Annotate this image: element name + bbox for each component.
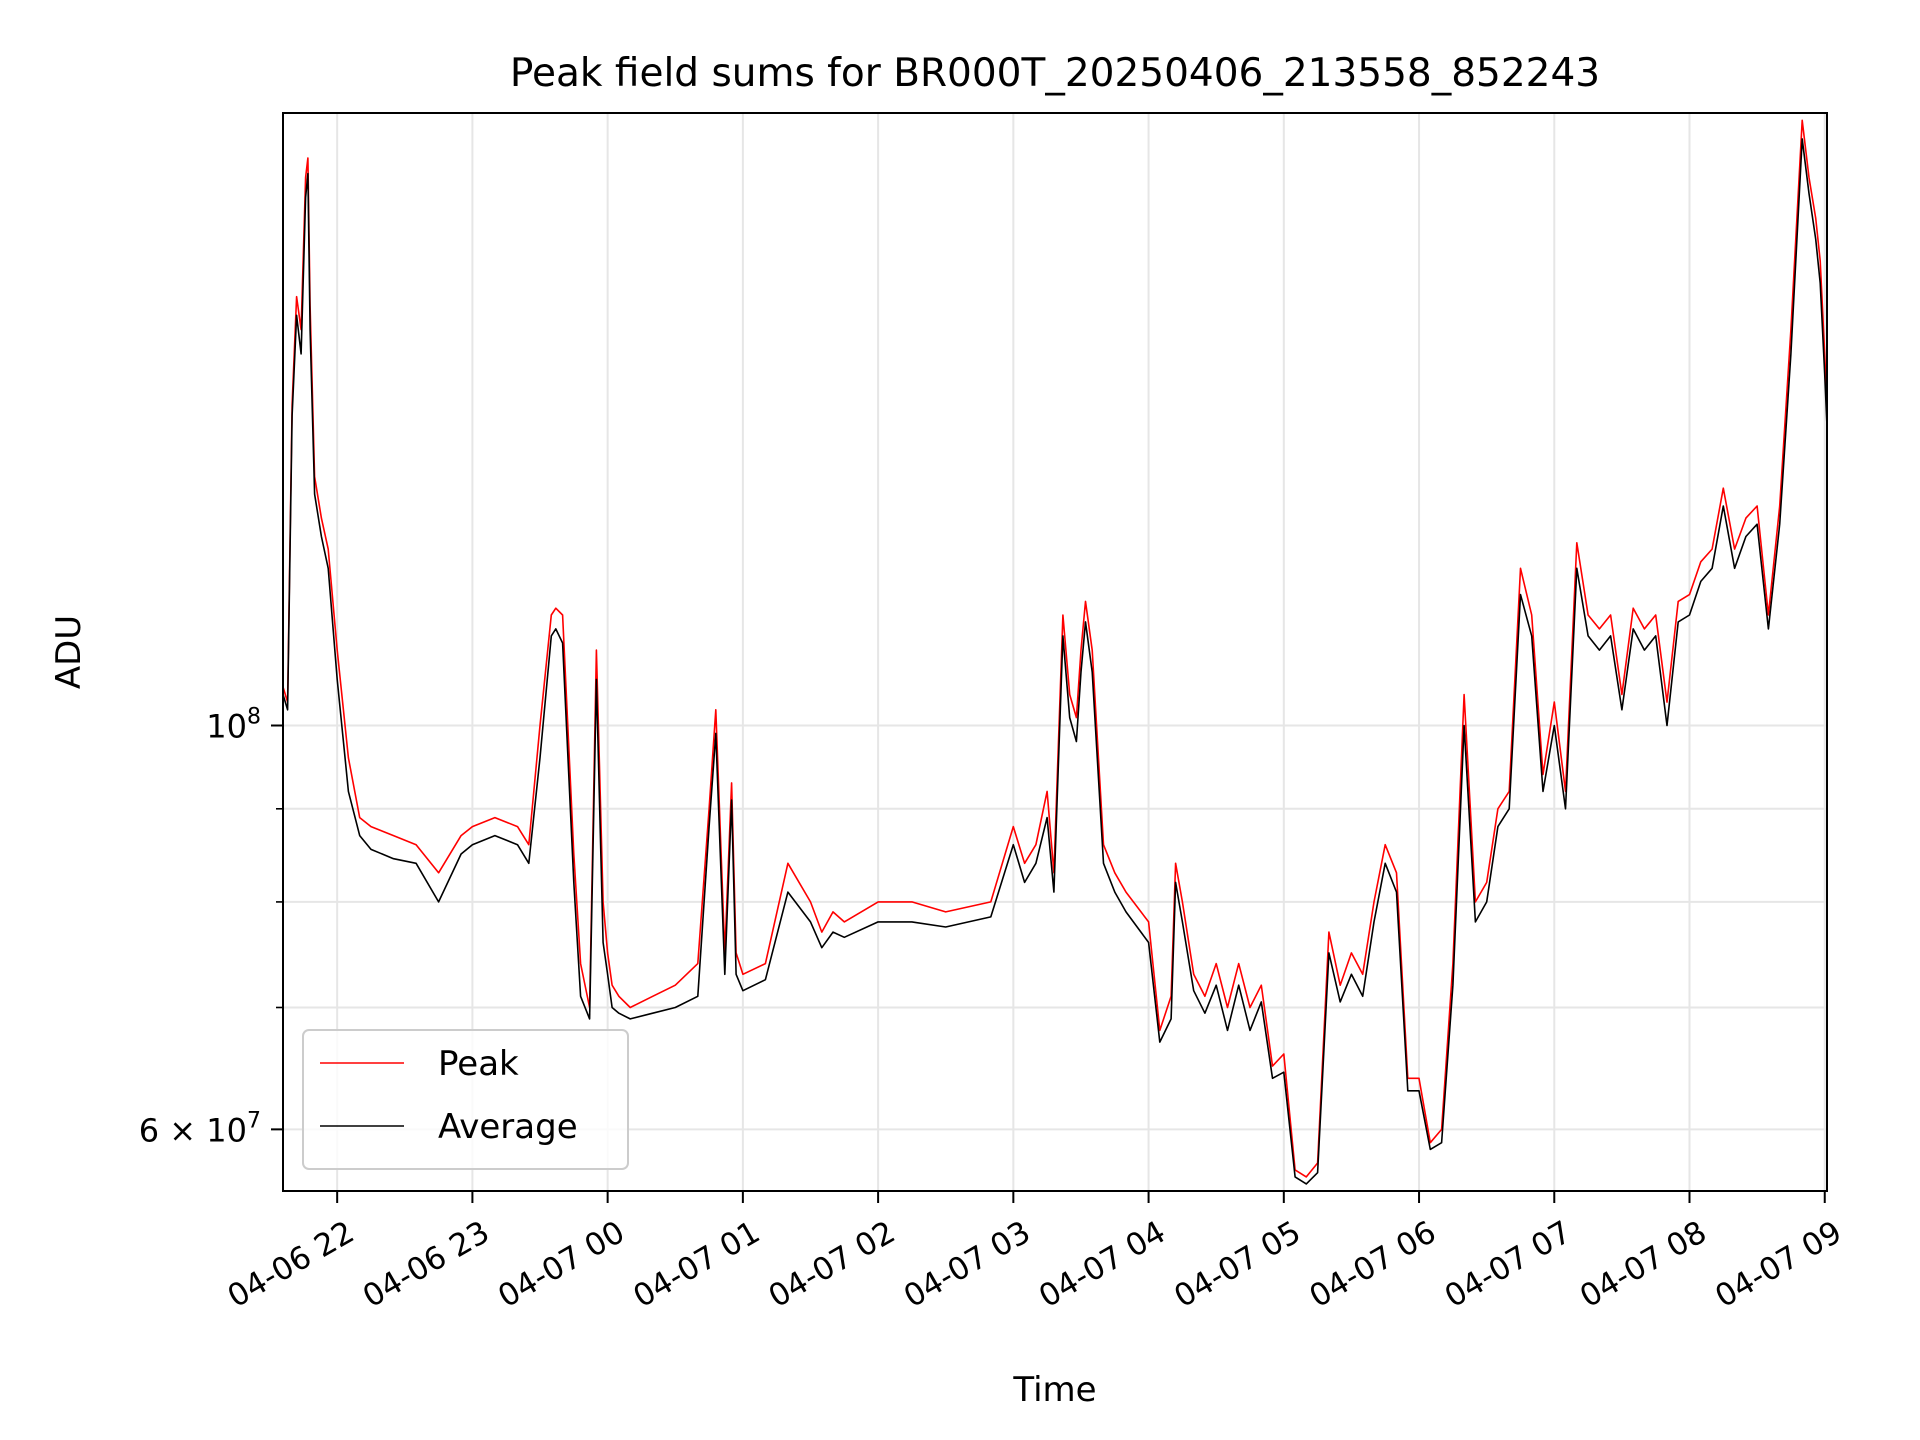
- legend: Peak Average: [302, 1029, 629, 1170]
- y-tick-label: 6 × 107: [139, 1108, 261, 1149]
- chart-title: Peak field sums for BR000T_20250406_2135…: [510, 51, 1600, 96]
- legend-box: [302, 1029, 629, 1170]
- series-line-average: [283, 138, 1827, 1185]
- plot-frame: [282, 112, 1828, 1192]
- x-axis-label: Time: [1012, 1370, 1096, 1410]
- legend-label-peak: Peak: [438, 1044, 519, 1084]
- plot-area: [283, 119, 1827, 1185]
- legend-label-average: Average: [438, 1107, 578, 1147]
- y-tick-label: 108: [206, 705, 261, 746]
- series-line-peak: [283, 119, 1827, 1178]
- y-axis-label: ADU: [49, 615, 89, 689]
- y-axis: 6 × 107 108: [139, 705, 283, 1149]
